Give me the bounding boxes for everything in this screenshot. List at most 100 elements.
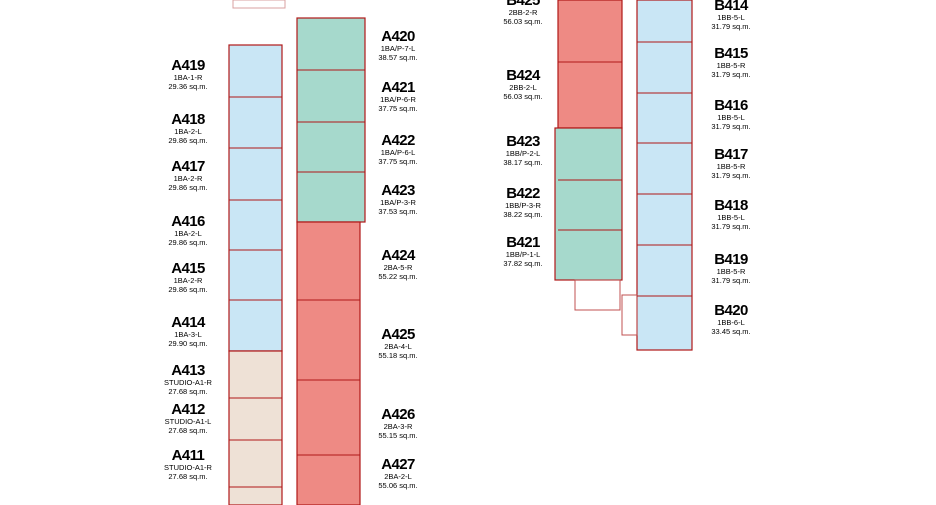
block-a-east-teal bbox=[296, 17, 366, 223]
unit-code: B425 bbox=[506, 0, 540, 9]
unit-area: 38.22 sq.m. bbox=[503, 210, 542, 219]
unit-type: 1BB-5-L bbox=[717, 13, 745, 22]
unit-code: A416 bbox=[171, 213, 205, 230]
unit-type: STUDIO-A1-L bbox=[165, 417, 212, 426]
unit-area: 33.45 sq.m. bbox=[711, 327, 750, 336]
unit-code: B416 bbox=[714, 97, 748, 114]
unit-area: 29.86 sq.m. bbox=[168, 183, 207, 192]
unit-type: 1BB-5-R bbox=[717, 162, 746, 171]
unit-code: A417 bbox=[171, 158, 205, 175]
unit-code: A413 bbox=[171, 362, 205, 379]
unit-area: 27.68 sq.m. bbox=[168, 472, 207, 481]
unit-code: A420 bbox=[381, 28, 415, 45]
block-a-east-red bbox=[296, 221, 361, 505]
unit-type: 2BA-4-L bbox=[384, 342, 412, 351]
unit-type: 2BB-2-R bbox=[509, 8, 538, 17]
unit-code: B419 bbox=[714, 251, 748, 268]
unit-code: A415 bbox=[171, 260, 205, 277]
unit-area: 29.86 sq.m. bbox=[168, 238, 207, 247]
unit-area: 55.06 sq.m. bbox=[378, 481, 417, 490]
unit-type: 1BB/P-2-L bbox=[506, 149, 541, 158]
unit-code: B415 bbox=[714, 45, 748, 62]
block-a-west-blue bbox=[228, 44, 283, 352]
block-b-west-red bbox=[557, 0, 623, 129]
unit-area: 55.22 sq.m. bbox=[378, 272, 417, 281]
link-b bbox=[621, 294, 638, 336]
stair-b bbox=[574, 279, 621, 311]
unit-area: 31.79 sq.m. bbox=[711, 122, 750, 131]
unit-type: 2BA-5-R bbox=[384, 263, 413, 272]
unit-code: A427 bbox=[381, 456, 415, 473]
unit-type: 1BA-3-L bbox=[174, 330, 202, 339]
unit-area: 29.36 sq.m. bbox=[168, 82, 207, 91]
unit-area: 56.03 sq.m. bbox=[503, 92, 542, 101]
block-b-west-teal bbox=[554, 127, 623, 281]
unit-area: 37.75 sq.m. bbox=[378, 104, 417, 113]
unit-code: B423 bbox=[506, 133, 540, 150]
unit-code: A426 bbox=[381, 406, 415, 423]
unit-area: 37.75 sq.m. bbox=[378, 157, 417, 166]
unit-area: 31.79 sq.m. bbox=[711, 70, 750, 79]
unit-area: 37.53 sq.m. bbox=[378, 207, 417, 216]
unit-type: STUDIO-A1-R bbox=[164, 463, 213, 472]
unit-code: A414 bbox=[171, 314, 206, 331]
unit-type: 2BA-3-R bbox=[384, 422, 413, 431]
unit-area: 27.68 sq.m. bbox=[168, 387, 207, 396]
unit-code: B421 bbox=[506, 234, 540, 251]
unit-code: A412 bbox=[171, 401, 205, 418]
unit-code: B424 bbox=[506, 67, 541, 84]
unit-area: 31.79 sq.m. bbox=[711, 22, 750, 31]
unit-type: 2BB-2-L bbox=[509, 83, 537, 92]
unit-type: 1BB-5-L bbox=[717, 113, 745, 122]
unit-code: A421 bbox=[381, 79, 415, 96]
unit-code: A419 bbox=[171, 57, 205, 74]
unit-area: 27.68 sq.m. bbox=[168, 426, 207, 435]
unit-area: 38.57 sq.m. bbox=[378, 53, 417, 62]
unit-type: 1BB-5-R bbox=[717, 267, 746, 276]
unit-type: 1BA-2-R bbox=[174, 174, 203, 183]
unit-type: 1BA-1-R bbox=[174, 73, 203, 82]
unit-type: 1BA-2-L bbox=[174, 127, 202, 136]
unit-type: STUDIO-A1-R bbox=[164, 378, 213, 387]
unit-type: 1BB/P-3-R bbox=[505, 201, 541, 210]
unit-area: 56.03 sq.m. bbox=[503, 17, 542, 26]
block-a-west-beige bbox=[228, 350, 283, 505]
unit-area: 31.79 sq.m. bbox=[711, 171, 750, 180]
unit-code: A411 bbox=[172, 447, 205, 464]
unit-code: B422 bbox=[506, 185, 540, 202]
buildings bbox=[228, 0, 693, 505]
block-b-east-blue bbox=[636, 0, 693, 351]
unit-code: B418 bbox=[714, 197, 748, 214]
unit-code: A422 bbox=[381, 132, 415, 149]
unit-type: 2BA-2-L bbox=[384, 472, 412, 481]
unit-area: 29.86 sq.m. bbox=[168, 285, 207, 294]
unit-type: 1BA-2-L bbox=[174, 229, 202, 238]
unit-code: A423 bbox=[381, 182, 415, 199]
top-stair bbox=[232, 0, 286, 9]
unit-type: 1BB-5-R bbox=[717, 61, 746, 70]
unit-code: A418 bbox=[171, 111, 205, 128]
unit-code: B417 bbox=[714, 146, 748, 163]
unit-dividers bbox=[229, 41, 692, 488]
unit-area: 38.17 sq.m. bbox=[503, 158, 542, 167]
unit-type: 1BA/P-7-L bbox=[381, 44, 416, 53]
unit-type: 1BA/P-6-R bbox=[380, 95, 416, 104]
unit-code: A424 bbox=[381, 247, 416, 264]
unit-code: A425 bbox=[381, 326, 415, 343]
unit-code: B414 bbox=[714, 0, 749, 14]
unit-area: 55.15 sq.m. bbox=[378, 431, 417, 440]
unit-type: 1BB/P-1-L bbox=[506, 250, 541, 259]
unit-type: 1BA-2-R bbox=[174, 276, 203, 285]
unit-type: 1BA/P-6-L bbox=[381, 148, 416, 157]
unit-area: 31.79 sq.m. bbox=[711, 276, 750, 285]
unit-area: 55.18 sq.m. bbox=[378, 351, 417, 360]
unit-type: 1BB-5-L bbox=[717, 213, 745, 222]
unit-type: 1BA/P-3-R bbox=[380, 198, 416, 207]
unit-area: 29.86 sq.m. bbox=[168, 136, 207, 145]
unit-area: 37.82 sq.m. bbox=[503, 259, 542, 268]
unit-area: 29.90 sq.m. bbox=[168, 339, 207, 348]
unit-area: 31.79 sq.m. bbox=[711, 222, 750, 231]
unit-type: 1BB-6-L bbox=[717, 318, 745, 327]
